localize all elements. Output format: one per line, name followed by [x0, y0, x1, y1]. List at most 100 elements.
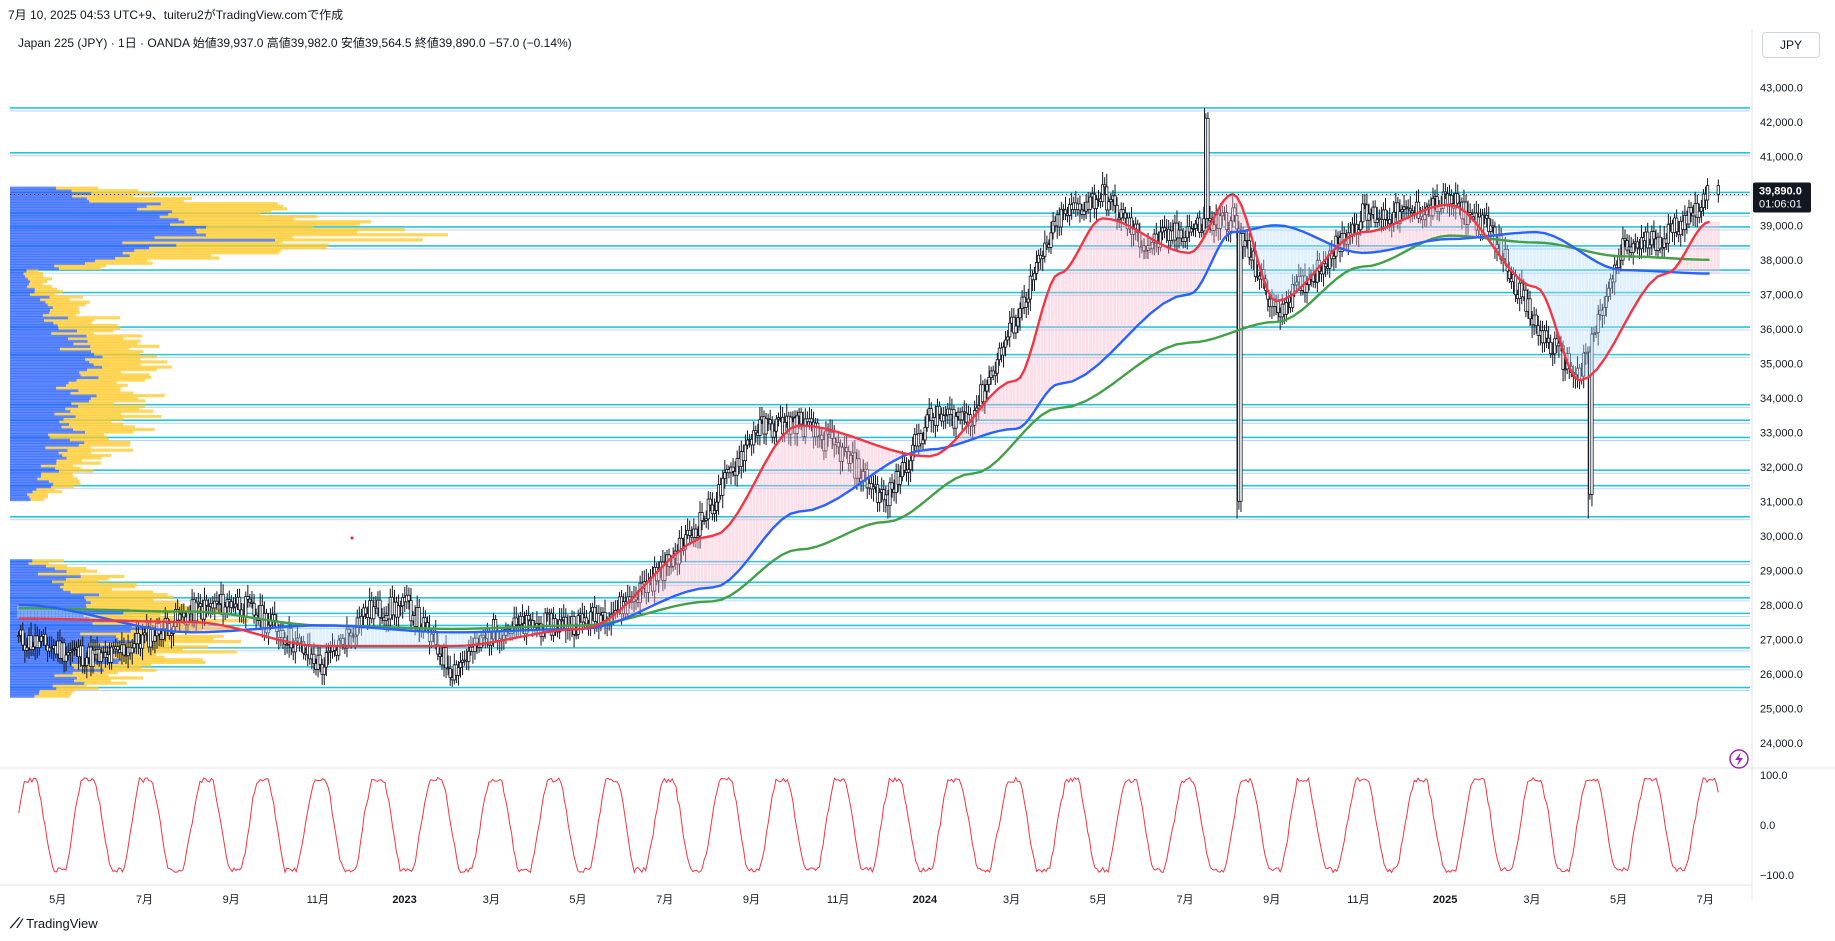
- volume-profile-up-bar: [10, 225, 207, 229]
- candle-body: [1123, 212, 1127, 219]
- candle-body: [178, 613, 182, 621]
- volume-profile-down-bar: [47, 303, 86, 307]
- volume-profile-down-bar: [176, 243, 329, 247]
- candle-body: [83, 665, 87, 667]
- candle-body: [890, 482, 894, 490]
- volume-profile-up-bar: [10, 590, 71, 594]
- candle-body: [1305, 284, 1309, 293]
- volume-profile-up-bar: [10, 559, 33, 563]
- volume-profile-up-bar: [10, 357, 85, 361]
- volume-profile-down-bar: [102, 355, 158, 359]
- volume-profile-down-bar: [91, 349, 144, 354]
- candle-body: [1006, 336, 1010, 341]
- candle-body: [1233, 207, 1237, 217]
- volume-profile-up-bar: [10, 440, 85, 445]
- volume-profile-up-bar: [10, 435, 50, 439]
- candle-body: [252, 603, 256, 616]
- candle-body: [467, 650, 471, 662]
- candle-body: [227, 599, 231, 603]
- volume-profile-up-bar: [10, 215, 160, 219]
- volume-profile-down-bar: [39, 689, 75, 693]
- price-tick-label: 37,000.0: [1760, 289, 1803, 301]
- volume-profile-down-bar: [75, 414, 162, 419]
- volume-profile-up-bar: [10, 663, 73, 667]
- time-tick-label: 5月: [49, 894, 66, 906]
- volume-profile-up-bar: [10, 629, 131, 633]
- volume-profile-down-bar: [86, 606, 196, 610]
- candle-body: [444, 647, 448, 669]
- candle-body: [553, 618, 558, 630]
- candle-body: [1101, 184, 1105, 202]
- volume-profile-up-bar: [10, 199, 90, 203]
- candle-body: [1012, 316, 1016, 334]
- volume-profile-up-bar: [10, 360, 90, 364]
- candle-body: [944, 414, 948, 417]
- volume-profile-down-bar: [63, 582, 137, 586]
- candle-body: [153, 635, 157, 642]
- volume-profile-down-bar: [76, 676, 144, 680]
- volume-profile-down-bar: [129, 253, 212, 258]
- volume-profile-up-bar: [10, 574, 81, 579]
- candle-body: [1336, 235, 1340, 238]
- volume-profile-down-bar: [80, 574, 125, 579]
- candle-body: [1561, 345, 1565, 370]
- candle-body: [1639, 237, 1644, 250]
- volume-profile-up-bar: [10, 246, 150, 250]
- horizontal-levels: [10, 107, 1750, 691]
- candle-body: [1449, 194, 1454, 205]
- candle-body: [1183, 237, 1187, 242]
- candle-body: [909, 460, 913, 471]
- time-tick-label: 5月: [1090, 894, 1107, 906]
- candle-body: [1582, 352, 1586, 377]
- candle-body: [1321, 263, 1326, 275]
- volume-profile-up-bar: [10, 684, 53, 688]
- volume-profile-down-bar: [32, 559, 64, 563]
- volume-profile-down-bar: [52, 305, 79, 309]
- volume-profile-up-bar: [10, 595, 85, 599]
- volume-profile-down-bar: [91, 191, 155, 195]
- volume-profile-down-bar: [30, 292, 56, 296]
- volume-profile-up-bar: [10, 668, 104, 672]
- volume-profile-up-bar: [10, 227, 196, 232]
- volume-profile-up-bar: [10, 256, 116, 260]
- candle-body: [231, 606, 235, 609]
- volume-profile-down-bar: [102, 365, 173, 369]
- ma-mid-line: [18, 224, 1710, 634]
- time-tick-label: 11月: [1347, 894, 1369, 906]
- volume-profile-up-bar: [10, 373, 81, 377]
- candle-body: [1596, 313, 1600, 334]
- candle-body: [1003, 339, 1008, 348]
- candle-body: [1247, 240, 1251, 258]
- candle-body: [341, 638, 345, 645]
- symbol-name[interactable]: Japan 225 (JPY) · 1日 · OANDA: [18, 36, 190, 50]
- volume-profile-down-bar: [29, 279, 48, 283]
- candle-body: [481, 634, 485, 639]
- candle-body: [634, 596, 638, 601]
- candle-body: [196, 601, 200, 605]
- marker-dot: [350, 536, 354, 540]
- volume-profile-down-bar: [72, 194, 134, 198]
- candle-body: [39, 635, 43, 642]
- volume-profile-down-bar: [53, 482, 81, 486]
- candle-body: [1063, 209, 1068, 215]
- volume-profile-down-bar: [54, 673, 109, 677]
- candle-body: [816, 422, 820, 437]
- candle-body: [710, 504, 715, 515]
- volume-profile-up-bar: [10, 593, 100, 597]
- candle-body: [560, 619, 564, 622]
- candle-body: [770, 423, 774, 438]
- volume-profile-down-bar: [74, 665, 142, 670]
- time-tick-label: 7月: [656, 894, 673, 906]
- candle-body: [1041, 255, 1045, 260]
- volume-profile-down-bar: [73, 427, 155, 432]
- volume-profile-down-bar: [54, 412, 122, 416]
- currency-button[interactable]: JPY: [1762, 32, 1820, 58]
- candle-body: [671, 557, 675, 567]
- volume-profile-up-bar: [10, 671, 73, 675]
- volume-profile-down-bar: [60, 585, 136, 589]
- volume-profile-up-bar: [10, 331, 52, 335]
- volume-profile-down-bar: [71, 401, 115, 406]
- volume-profile-up-bar: [10, 394, 97, 398]
- volume-profile-down-bar: [149, 246, 327, 250]
